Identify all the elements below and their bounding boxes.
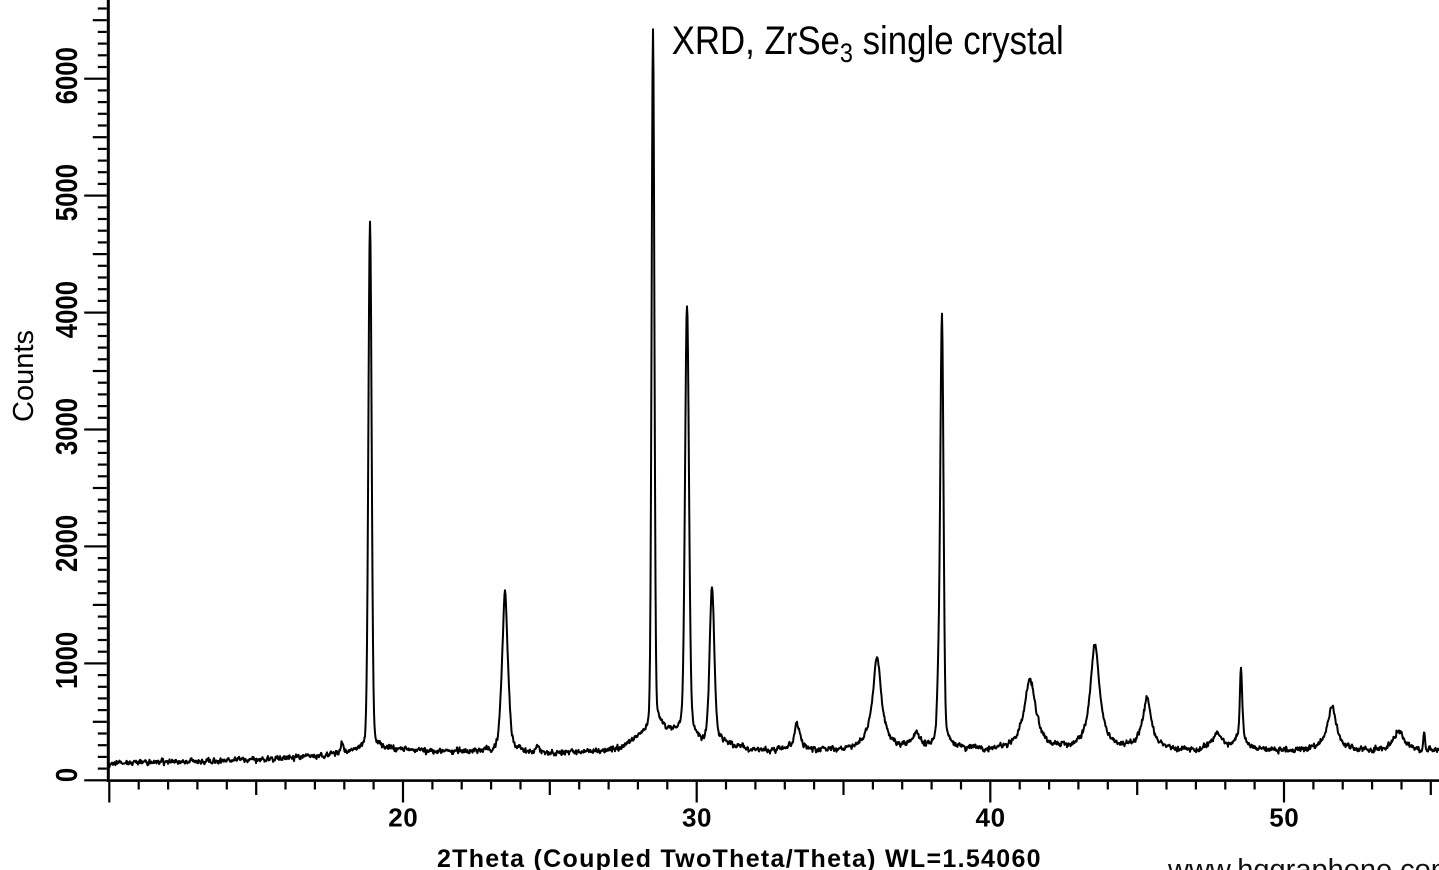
svg-text:20: 20: [388, 803, 418, 833]
svg-text:5000: 5000: [50, 164, 85, 221]
svg-text:2000: 2000: [50, 515, 85, 572]
svg-text:XRD, ZrSe3 single crystal: XRD, ZrSe3 single crystal: [672, 18, 1064, 69]
svg-text:4000: 4000: [50, 281, 85, 338]
svg-text:Counts: Counts: [8, 330, 40, 422]
svg-text:50: 50: [1269, 803, 1299, 833]
svg-text:0: 0: [50, 768, 85, 782]
svg-text:www.hqgraphene.com: www.hqgraphene.com: [1167, 854, 1439, 870]
svg-text:30: 30: [682, 803, 712, 833]
svg-text:40: 40: [976, 803, 1006, 833]
svg-text:1000: 1000: [50, 632, 85, 689]
svg-text:6000: 6000: [50, 47, 85, 104]
svg-text:2Theta (Coupled TwoTheta/Theta: 2Theta (Coupled TwoTheta/Theta) WL=1.540…: [437, 845, 1042, 870]
svg-text:3000: 3000: [50, 398, 85, 455]
